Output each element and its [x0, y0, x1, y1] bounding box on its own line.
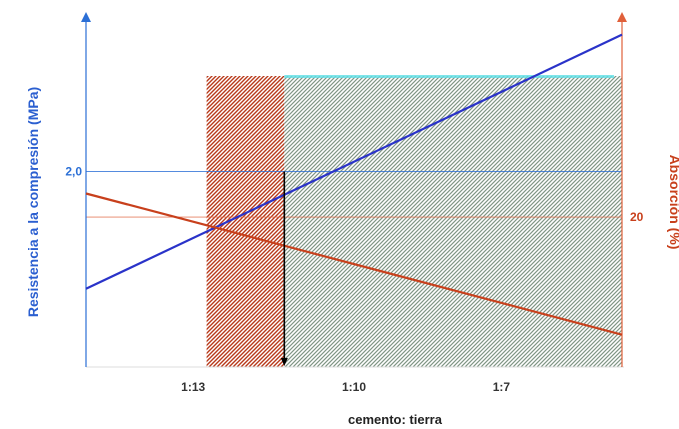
x-tick-label: 1:10	[342, 380, 366, 394]
series-lines	[85, 33, 623, 336]
marker-arrow-icon	[280, 358, 288, 366]
green_band-region	[284, 76, 622, 367]
left-y-axis-title: Resistencia a la compresión (MPa)	[25, 87, 41, 317]
absorption-series-line	[85, 192, 623, 336]
shaded-regions	[206, 75, 622, 367]
left-y-tick-labels: 2,0	[65, 165, 82, 179]
x-tick-labels: 1:13 1:10 1:7	[181, 380, 510, 394]
marker	[280, 171, 288, 366]
x-axis-title: cemento: tierra	[348, 412, 443, 427]
red_band-region	[206, 76, 285, 367]
right-y-tick-labels: 20	[630, 210, 644, 224]
right-axis-arrow-icon	[617, 12, 627, 22]
left-axis-arrow-icon	[81, 12, 91, 22]
x-tick-label: 1:7	[493, 380, 511, 394]
x-tick-label: 1:13	[181, 380, 205, 394]
left-y-tick-label: 2,0	[65, 165, 82, 179]
right-y-tick-label: 20	[630, 210, 644, 224]
resistance-series-line	[85, 33, 623, 290]
green-band-top-edge	[284, 75, 614, 78]
right-y-axis-title: Absorción (%)	[667, 155, 679, 250]
